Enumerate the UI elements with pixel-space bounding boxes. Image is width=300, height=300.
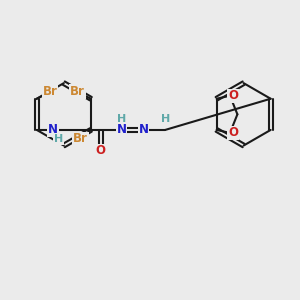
Text: O: O bbox=[228, 126, 238, 140]
Text: Br: Br bbox=[43, 85, 58, 98]
Text: N: N bbox=[48, 123, 58, 136]
Text: O: O bbox=[96, 144, 106, 157]
Text: N: N bbox=[139, 123, 149, 136]
Text: N: N bbox=[116, 123, 127, 136]
Text: H: H bbox=[117, 114, 126, 124]
Text: Br: Br bbox=[73, 132, 88, 146]
Text: Br: Br bbox=[70, 85, 85, 98]
Text: H: H bbox=[54, 134, 63, 144]
Text: H: H bbox=[160, 114, 170, 124]
Text: O: O bbox=[228, 89, 238, 102]
